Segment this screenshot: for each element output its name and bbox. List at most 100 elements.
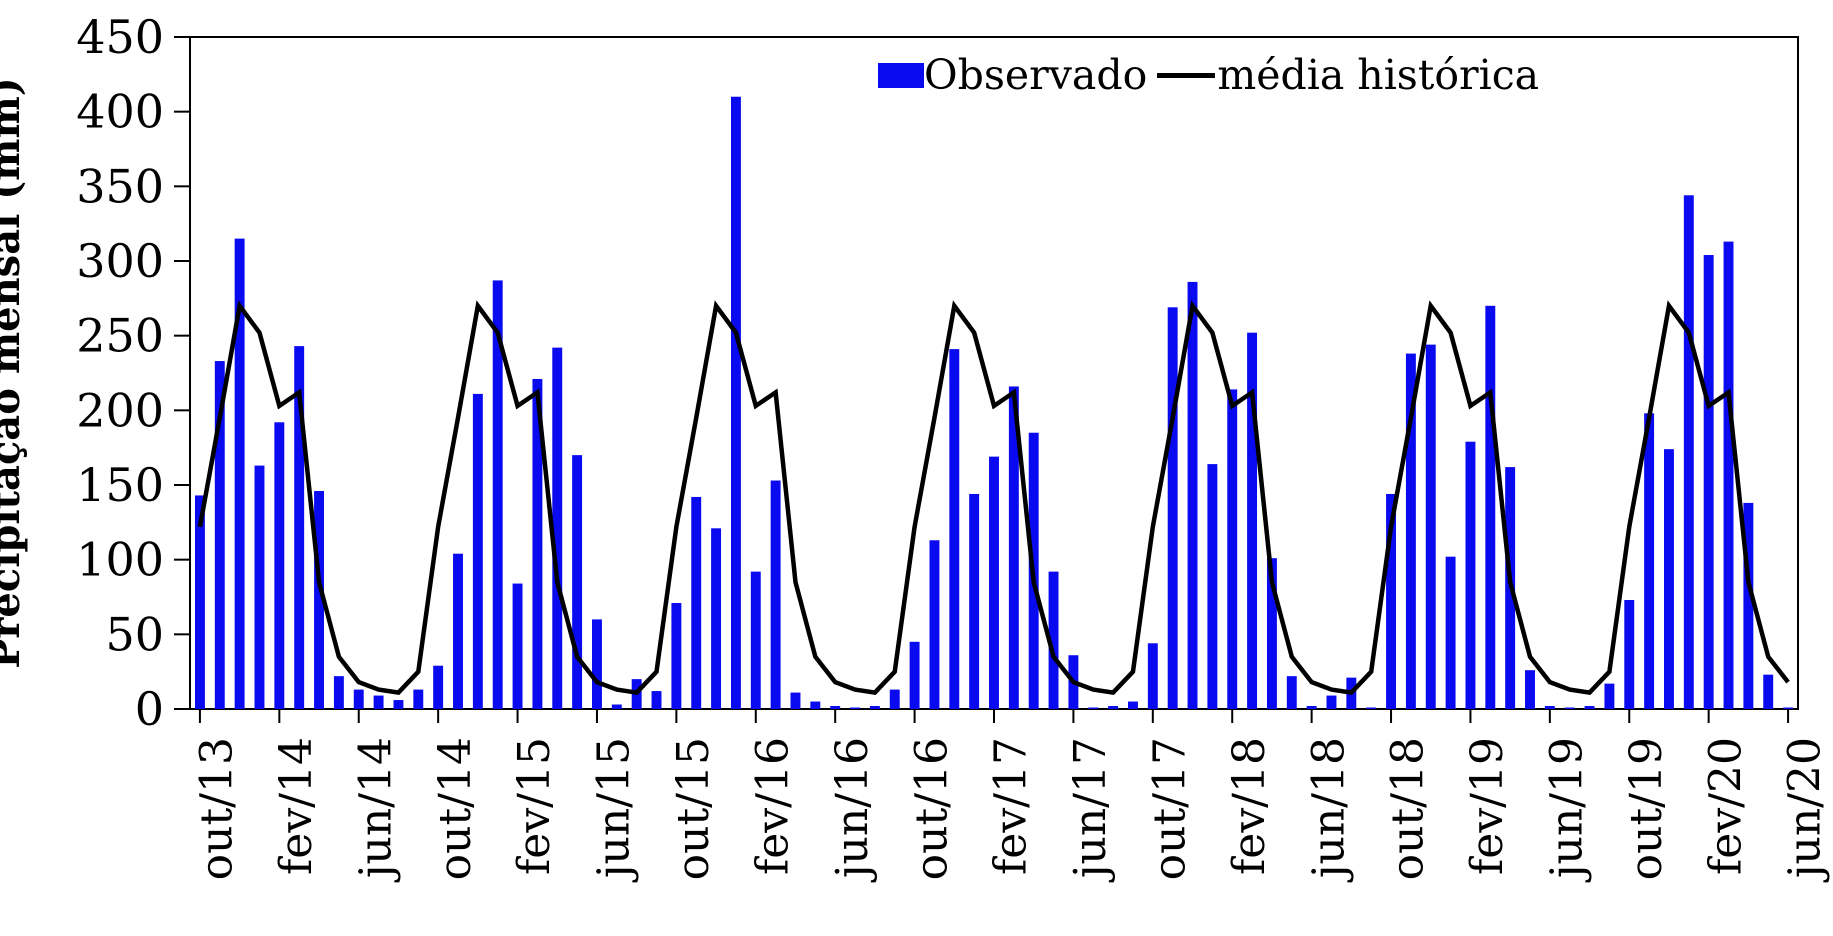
bar-jan/14: [254, 465, 265, 709]
bar-dez/19: [1664, 449, 1674, 709]
legend-observado-label: Observado: [924, 51, 1148, 99]
bar-dez/18: [1425, 344, 1436, 709]
x-tick-label: jun/14: [350, 737, 401, 883]
x-tick-label: fev/20: [1700, 737, 1751, 875]
x-tick-label: fev/15: [509, 737, 560, 875]
x-tick-label: out/13: [192, 737, 243, 880]
x-tick-label: out/16: [906, 737, 957, 880]
bar-out/19: [1624, 599, 1635, 709]
bar-mar/20: [1723, 241, 1734, 709]
bar-set/18: [1366, 707, 1377, 709]
bar-dez/13: [234, 238, 245, 709]
bar-nov/18: [1405, 353, 1416, 709]
bar-abr/15: [552, 347, 563, 709]
x-tick-label: jun/17: [1065, 737, 1116, 883]
bar-mar/19: [1485, 305, 1496, 709]
bar-nov/19: [1644, 413, 1655, 709]
media-historica-line: [197, 300, 1790, 695]
legend-item-media-historica: média histórica: [1157, 55, 1539, 96]
bar-jan/19: [1445, 556, 1456, 709]
bar-out/13: [194, 495, 205, 709]
bar-jul/19: [1564, 707, 1575, 709]
bar-mar/15: [532, 378, 543, 709]
y-axis-title: Precipitação mensal (mm): [0, 77, 29, 669]
bar-nov/13: [214, 361, 225, 709]
bar-abr/18: [1266, 558, 1277, 709]
bar-out/17: [1147, 643, 1158, 709]
x-tick-label: out/18: [1383, 737, 1434, 880]
bar-jul/18: [1326, 695, 1337, 709]
x-tick-label: jun/19: [1542, 737, 1593, 883]
x-tick-label: fev/18: [1224, 737, 1275, 875]
bar-out/16: [909, 641, 920, 709]
bar-mai/18: [1286, 676, 1297, 709]
x-tick-label: jun/15: [589, 737, 640, 883]
x-tick-label: jun/18: [1303, 737, 1354, 883]
bar-set/14: [413, 689, 424, 709]
x-tick-label: out/19: [1621, 737, 1672, 880]
bar-out/14: [433, 665, 444, 709]
y-tick-label: 100: [76, 533, 164, 587]
y-tick-label: 50: [105, 607, 164, 661]
y-tick-label: 200: [76, 383, 164, 437]
x-tick-label: fev/14: [271, 737, 322, 875]
bar-mai/20: [1763, 674, 1774, 709]
bar-out/18: [1386, 493, 1396, 709]
bar-mai/16: [810, 701, 821, 709]
bar-out/15: [671, 602, 682, 709]
y-tick-label: 0: [135, 682, 164, 736]
bar-dez/17: [1187, 281, 1198, 709]
bar-mai/17: [1048, 571, 1059, 709]
bar-fev/16: [750, 571, 761, 709]
bar-abr/20: [1743, 502, 1754, 709]
bar-fev/17: [989, 456, 999, 709]
observado-swatch-icon: [878, 63, 924, 88]
x-tick-label: out/17: [1144, 737, 1195, 880]
media-historica-line-icon: [1157, 73, 1216, 78]
bar-mar/14: [294, 346, 305, 709]
y-tick-label: 450: [76, 10, 164, 64]
bar-fev/19: [1465, 441, 1476, 709]
bar-set/16: [889, 689, 900, 709]
bar-fev/15: [512, 583, 523, 709]
bar-mar/16: [770, 480, 781, 709]
bar-ago/19: [1584, 706, 1595, 709]
legend-item-observado: Observado: [878, 55, 1147, 96]
bar-fev/20: [1703, 255, 1714, 709]
bar-ago/17: [1108, 706, 1119, 709]
bar-jul/14: [373, 695, 384, 709]
bar-jan/15: [492, 280, 503, 709]
bar-jun/19: [1544, 706, 1555, 709]
x-tick-label: fev/17: [986, 737, 1037, 875]
legend-media-historica-label: média histórica: [1217, 51, 1540, 99]
bar-jan/16: [730, 96, 741, 709]
x-tick-label: fev/16: [747, 737, 798, 875]
bar-set/17: [1128, 701, 1138, 709]
bar-mai/19: [1525, 670, 1535, 709]
x-tick-label: jun/20: [1780, 737, 1831, 883]
bar-nov/16: [929, 540, 940, 709]
bar-jan/20: [1683, 195, 1694, 709]
x-tick-label: fev/19: [1462, 737, 1513, 875]
bar-jan/17: [969, 493, 980, 709]
bar-nov/17: [1167, 307, 1178, 709]
y-tick-label: 150: [76, 458, 164, 512]
y-tick-label: 300: [76, 234, 164, 288]
bar-jul/17: [1088, 707, 1099, 709]
legend: Observado média histórica: [878, 55, 1539, 96]
x-tick-label: out/14: [430, 737, 481, 880]
bar-jun/18: [1306, 706, 1317, 709]
x-tick-label: out/15: [668, 737, 719, 880]
bar-ago/14: [393, 700, 404, 709]
bar-nov/15: [691, 496, 702, 709]
y-tick-label: 400: [76, 85, 164, 139]
bar-dez/14: [472, 393, 483, 709]
bar-mai/14: [333, 676, 344, 709]
bar-abr/16: [790, 692, 801, 709]
bar-fev/14: [274, 422, 285, 709]
bar-mai/15: [572, 455, 583, 709]
bar-jan/18: [1207, 464, 1218, 709]
bar-jul/16: [850, 707, 860, 709]
